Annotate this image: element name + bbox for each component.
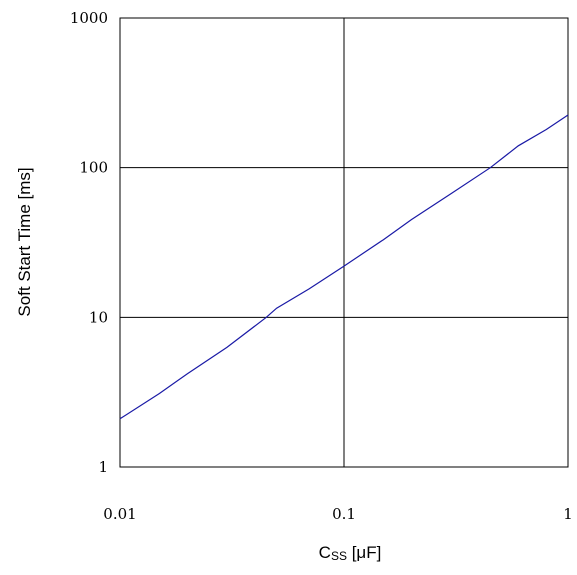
series-group <box>119 114 569 420</box>
y-tick-label: 100 <box>79 159 108 177</box>
y-axis-label: Soft Start Time [ms] <box>15 167 34 316</box>
x-axis-label-unit: [μF] <box>347 543 381 562</box>
y-tick-label: 1 <box>98 458 108 476</box>
y-tick-label: 1000 <box>70 9 108 27</box>
x-axis-label: CSS [μF] <box>319 543 382 563</box>
x-tick-label: 0.01 <box>103 505 136 523</box>
x-tick-labels: 0.01 0.1 1 <box>103 505 572 523</box>
x-axis-label-sub: SS <box>331 549 347 563</box>
y-tick-labels: 1 10 100 1000 <box>70 9 108 476</box>
series-line <box>119 114 569 420</box>
x-axis-label-main: C <box>319 543 331 562</box>
y-tick-label: 10 <box>89 308 108 326</box>
grid <box>119 17 569 468</box>
x-tick-label: 1 <box>563 505 573 523</box>
x-tick-label: 0.1 <box>332 505 356 523</box>
